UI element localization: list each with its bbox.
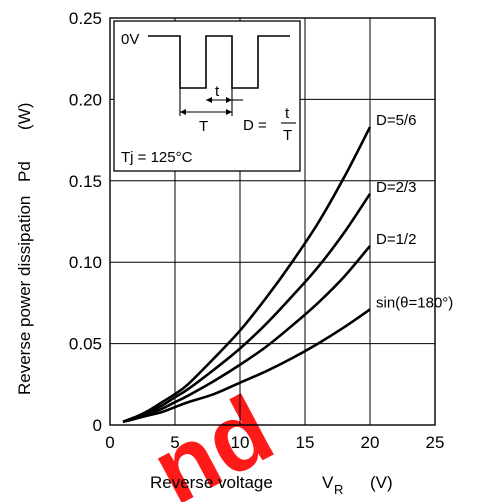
inset-T-arrow-right: [226, 109, 232, 115]
x-tick-label: 15: [296, 433, 315, 452]
series-label: D=5/6: [376, 112, 416, 129]
x-axis-unit: (V): [370, 473, 393, 492]
inset-temperature: Tj = 125°C: [121, 149, 193, 166]
y-tick-labels: 0 0.05 0.10 0.15 0.20 0.25: [69, 9, 102, 435]
inset-t-label: t: [215, 83, 220, 100]
series-line: [122, 193, 372, 423]
inset-duty-lhs: D =: [243, 117, 267, 134]
x-tick-label: 20: [361, 433, 380, 452]
x-tick-label: 5: [170, 433, 179, 452]
series-label: sin(θ=180°): [376, 294, 453, 311]
y-axis-title: Reverse power dissipation Pd (W): [15, 103, 34, 395]
series-label: D=1/2: [376, 231, 416, 248]
inset-T-arrow-left: [180, 109, 186, 115]
inset-T-label: T: [199, 118, 208, 135]
y-tick-label: 0.15: [69, 172, 102, 191]
x-axis-title: Reverse voltage V R (V): [150, 473, 393, 497]
x-axis-symbol-subscript: R: [334, 482, 343, 497]
y-tick-label: 0: [93, 416, 102, 435]
series-label: D=2/3: [376, 179, 416, 196]
inset-pulse-waveform: [148, 35, 290, 89]
y-axis-unit: (W): [15, 103, 34, 130]
series-line: [122, 308, 371, 424]
y-tick-label: 0.20: [69, 90, 102, 109]
inset-duty-den: T: [283, 127, 292, 144]
inset-panel: 0V t T D = t T Tj = 125°C: [113, 20, 301, 172]
x-tick-labels: 0 5 10 15 20 25: [105, 433, 444, 452]
x-tick-label: 10: [231, 433, 250, 452]
series-line: [122, 126, 372, 423]
x-axis-label: Reverse voltage: [150, 473, 273, 492]
inset-level-label: 0V: [121, 31, 139, 48]
y-tick-label: 0.25: [69, 9, 102, 28]
x-tick-label: 0: [105, 433, 114, 452]
plot-frame: [109, 17, 436, 426]
y-axis-symbol: Pd: [15, 161, 34, 182]
inset-box: [113, 20, 301, 172]
inset-t-arrow-right: [226, 97, 232, 103]
y-tick-label: 0.05: [69, 335, 102, 354]
x-axis-symbol: V: [322, 473, 334, 492]
inset-t-arrow-left: [206, 97, 212, 103]
y-tick-label: 0.10: [69, 253, 102, 272]
y-axis-label: Reverse power dissipation: [15, 196, 34, 395]
series-labels: D=5/6 D=2/3 D=1/2 sin(θ=180°): [376, 112, 453, 311]
series-curves: [122, 126, 372, 424]
series-line: [122, 245, 371, 424]
inset-duty-num: t: [285, 105, 290, 122]
x-tick-label: 25: [426, 433, 445, 452]
